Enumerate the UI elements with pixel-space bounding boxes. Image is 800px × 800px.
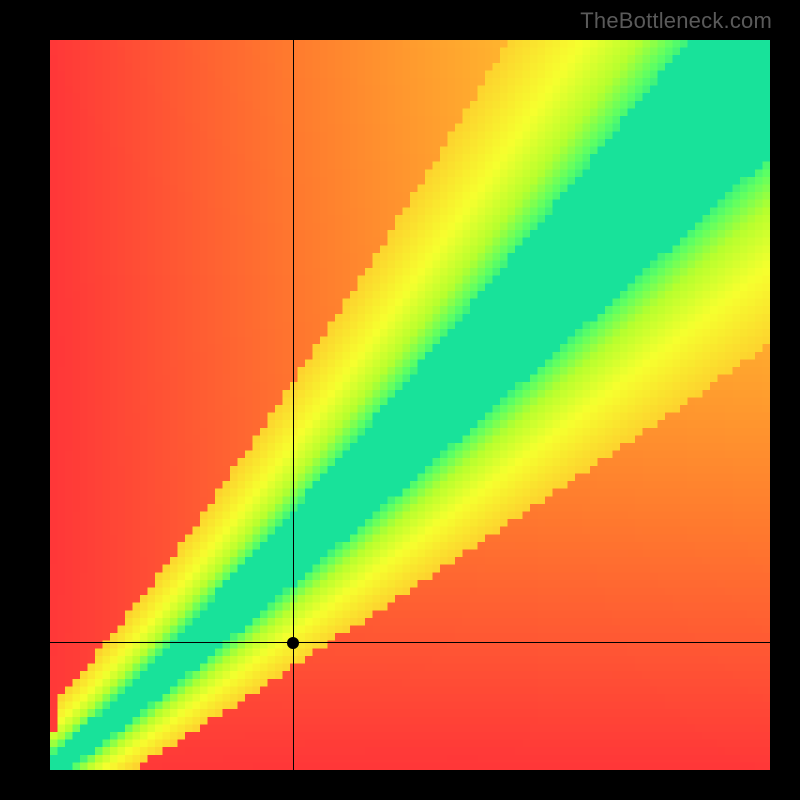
crosshair-vertical (293, 40, 294, 770)
chart-container: TheBottleneck.com (0, 0, 800, 800)
heatmap-canvas (50, 40, 770, 770)
heatmap-plot (50, 40, 770, 770)
watermark-text: TheBottleneck.com (580, 8, 772, 34)
crosshair-horizontal (50, 642, 770, 643)
